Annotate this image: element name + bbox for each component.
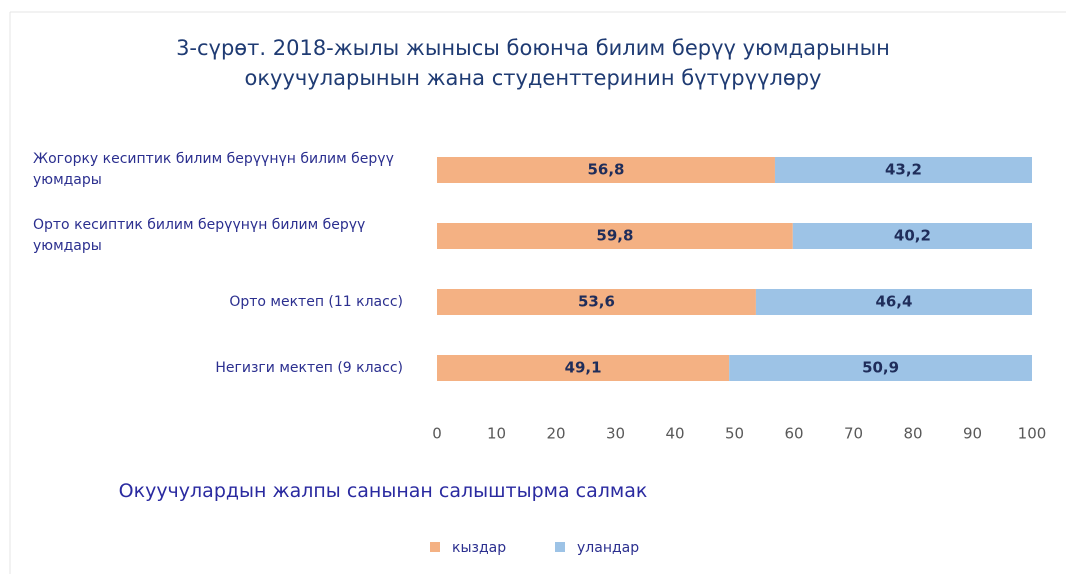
bar xyxy=(792,223,1032,249)
category-text: Жогорку кесиптик билим берүүнүн билим бе… xyxy=(33,151,394,188)
y-tick-label: Негизги мектеп (9 класс) xyxy=(33,347,403,389)
x-tick-label: 20 xyxy=(546,425,565,443)
x-tick-label: 50 xyxy=(725,425,744,443)
data-label: 49,1 xyxy=(565,359,602,377)
bar xyxy=(437,355,730,381)
x-tick-label: 80 xyxy=(903,425,922,443)
data-label: 40,2 xyxy=(894,227,931,245)
legend-swatch xyxy=(430,542,440,552)
category-text: Орто кесиптик билим берүүнүн билим берүү… xyxy=(33,217,366,254)
x-tick-label: 30 xyxy=(606,425,625,443)
bar xyxy=(437,223,793,249)
legend-swatch xyxy=(555,542,565,552)
legend-label: кыздар xyxy=(452,540,506,556)
bar xyxy=(755,289,1032,315)
category-text: Орто мектеп (11 класс) xyxy=(229,293,403,310)
y-tick-label: Жогорку кесиптик билим берүүнүн билим бе… xyxy=(33,149,403,191)
data-label: 56,8 xyxy=(587,161,624,179)
data-label: 46,4 xyxy=(875,293,912,311)
data-label: 43,2 xyxy=(885,161,922,179)
category-text: Негизги мектеп (9 класс) xyxy=(215,359,403,376)
bar xyxy=(437,157,775,183)
x-tick-label: 100 xyxy=(1018,425,1047,443)
x-tick-label: 60 xyxy=(784,425,803,443)
x-tick-label: 0 xyxy=(432,425,442,443)
x-tick-label: 70 xyxy=(844,425,863,443)
bar xyxy=(729,355,1032,381)
y-tick-label: Орто мектеп (11 класс) xyxy=(33,281,403,323)
x-tick-label: 40 xyxy=(665,425,684,443)
bar xyxy=(774,157,1032,183)
bar xyxy=(437,289,756,315)
data-label: 59,8 xyxy=(596,227,633,245)
x-tick-label: 10 xyxy=(487,425,506,443)
chart-title: окуучуларынын жана студенттеринин бүтүрү… xyxy=(244,66,822,90)
x-axis-title: Окуучулардын жалпы санынан салыштырма са… xyxy=(118,480,648,502)
legend-label: уландар xyxy=(577,540,639,556)
chart-title: 3-сүрөт. 2018-жылы жынысы боюнча билим б… xyxy=(176,36,890,60)
y-tick-label: Орто кесиптик билим берүүнүн билим берүү… xyxy=(33,215,403,257)
data-label: 50,9 xyxy=(862,359,899,377)
data-label: 53,6 xyxy=(578,293,615,311)
x-tick-label: 90 xyxy=(963,425,982,443)
